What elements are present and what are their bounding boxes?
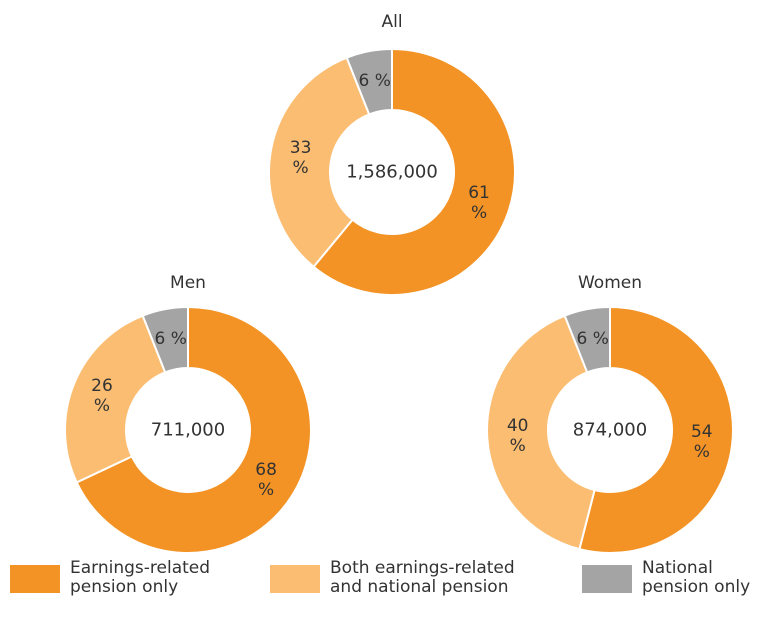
- donut-segment: [312, 47, 516, 296]
- donut-segment: [64, 314, 167, 484]
- legend-label: Earnings-related pension only: [70, 558, 211, 597]
- chart-title: Men: [170, 273, 206, 293]
- legend-label: Both earnings-related and national pensi…: [330, 558, 515, 597]
- legend-label: National pension only: [642, 558, 751, 597]
- donut-segment: [268, 56, 371, 269]
- center-total: 874,000: [572, 419, 648, 441]
- data-label: 6 %: [154, 329, 187, 350]
- center-total: 711,000: [150, 419, 226, 441]
- data-label: 26 %: [91, 375, 113, 416]
- center-total: 1,586,000: [346, 161, 438, 183]
- data-label: 54 %: [690, 421, 713, 462]
- chart-title: All: [381, 12, 403, 32]
- donut-segment: [578, 305, 734, 554]
- legend-swatch: [270, 565, 320, 593]
- chart-title: Women: [577, 273, 643, 293]
- data-label: 6 %: [576, 329, 609, 350]
- legend-swatch: [582, 565, 632, 593]
- donut-segment: [345, 47, 393, 116]
- data-label: 6 %: [358, 71, 391, 92]
- donut-segment: [563, 305, 611, 374]
- data-label: 68 %: [255, 459, 277, 500]
- data-label: 40 %: [506, 415, 529, 456]
- donut-segment: [141, 305, 189, 374]
- donut-segment: [486, 314, 596, 551]
- data-label: 61 %: [468, 183, 490, 224]
- data-label: 33 %: [289, 137, 312, 178]
- donut-segment: [75, 305, 312, 554]
- legend-swatch: [10, 565, 60, 593]
